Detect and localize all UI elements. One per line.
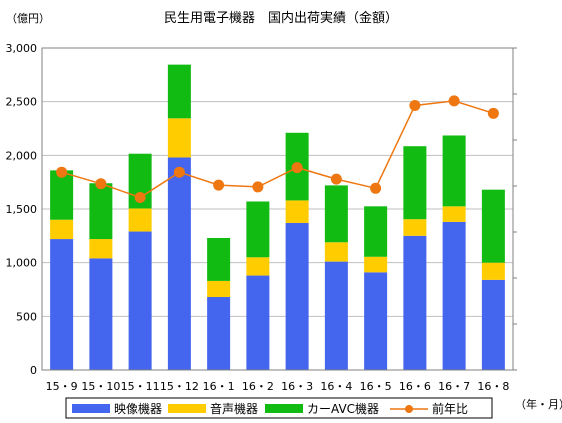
gridlines (42, 101, 513, 317)
legend-swatch-audio (168, 404, 206, 413)
chart-title: 民生用電子機器 国内出荷実績（金額） (164, 10, 398, 26)
bar-video (364, 272, 388, 370)
y-axis-ticks: 0 500 1,000 1,500 2,000 2,500 3,000 (6, 42, 38, 377)
bar-video (50, 239, 74, 370)
ratio-marker (487, 107, 499, 119)
bar-audio (403, 219, 427, 236)
bar-audio (442, 206, 466, 222)
x-tick-label: 16・4 (320, 380, 352, 393)
bar-car-avc (50, 170, 74, 220)
bar-audio (167, 118, 191, 158)
x-tick-label: 15・12 (160, 380, 199, 393)
y-tick-label: 1,500 (6, 203, 38, 216)
ratio-marker (252, 181, 264, 193)
bar-car-avc (324, 185, 348, 243)
bar-video (285, 222, 309, 370)
x-tick-label: 16・2 (242, 380, 274, 393)
bar-video (481, 279, 505, 370)
y-axis-label: （億円） (6, 12, 50, 25)
ratio-marker (95, 178, 107, 190)
ratio-marker (56, 166, 68, 178)
bars (50, 64, 505, 370)
bar-car-avc (442, 135, 466, 207)
bar-video (89, 258, 113, 370)
ratio-polyline (61, 100, 494, 199)
y-tick-label: 0 (30, 364, 37, 377)
bar-audio (364, 256, 388, 273)
ratio-marker (448, 95, 460, 107)
ratio-marker (291, 162, 303, 174)
x-tick-label: 16・8 (477, 380, 509, 393)
bar-video (128, 231, 152, 370)
x-tick-label: 16・1 (203, 380, 235, 393)
bar-video (324, 261, 348, 370)
legend-swatch-car-avc (265, 404, 303, 413)
x-tick-label: 15・9 (46, 380, 78, 393)
x-tick-label: 16・6 (399, 380, 431, 393)
y-tick-label: 3,000 (6, 42, 38, 55)
plot-area-frame (41, 47, 514, 371)
bar-video (246, 275, 270, 370)
bar-audio (324, 242, 348, 262)
bar-car-avc (403, 146, 427, 220)
bar-audio (246, 257, 270, 276)
legend-label-video: 映像機器 (114, 401, 162, 416)
legend-label-audio: 音声機器 (210, 401, 258, 416)
bar-video (403, 235, 427, 370)
bar-video (207, 297, 231, 370)
bar-car-avc (89, 183, 113, 240)
ratio-marker (409, 100, 421, 111)
bar-audio (89, 239, 113, 259)
bar-car-avc (207, 237, 231, 281)
bar-car-avc (481, 189, 505, 263)
x-tick-label: 16・3 (281, 380, 313, 393)
bar-audio (50, 219, 74, 240)
ratio-marker (213, 179, 225, 191)
legend-swatch-video (72, 404, 110, 413)
ratio-marker (134, 192, 146, 203)
bar-audio (285, 200, 309, 223)
x-tick-label: 15・10 (81, 380, 120, 393)
x-tick-label: 16・7 (438, 380, 470, 393)
bar-video (167, 157, 191, 370)
bar-car-avc (364, 206, 388, 257)
ratio-marker (173, 166, 185, 178)
legend-label-car-avc: カーAVC機器 (307, 401, 379, 416)
bar-audio (128, 208, 152, 232)
bar-audio (207, 280, 231, 298)
y-tick-label: 2,000 (6, 149, 38, 162)
right-axis-ticks (513, 47, 517, 371)
bar-audio (481, 262, 505, 280)
legend-label-ratio: 前年比 (432, 401, 468, 416)
x-axis-label: （年・月） (515, 397, 562, 411)
x-tick-label: 16・5 (360, 380, 392, 393)
y-tick-label: 2,500 (6, 96, 38, 109)
ratio-line (56, 95, 499, 203)
y-tick-label: 1,000 (6, 257, 38, 270)
bar-car-avc (246, 201, 270, 258)
ratio-marker (330, 173, 342, 185)
legend-marker-ratio (405, 405, 413, 413)
bar-car-avc (167, 64, 191, 119)
ratio-marker (370, 182, 382, 194)
x-axis-ticks: 15・9 15・10 15・11 15・12 16・1 16・2 16・3 16・4 16・5 1… (46, 380, 510, 393)
bar-video (442, 221, 466, 370)
y-tick-label: 500 (16, 310, 37, 323)
x-tick-label: 15・11 (121, 380, 160, 393)
